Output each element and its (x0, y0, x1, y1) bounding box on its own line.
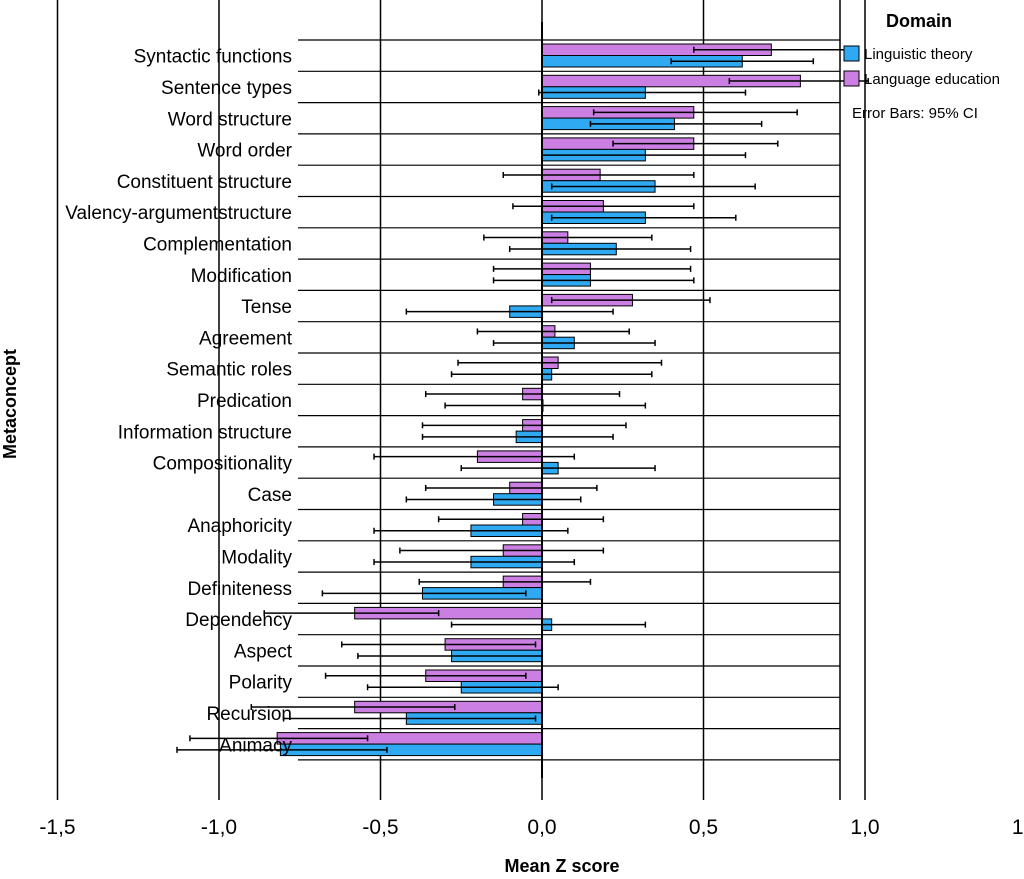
x-tick-labels: -1,5 -1,0 -0,5 0,0 0,5 1,0 1,5 (39, 816, 1024, 839)
category-label-10: Semantic roles (166, 360, 292, 381)
legend-label-linguistic-theory: Linguistic theory (864, 46, 973, 63)
category-label-5: Valency-argumentstructure (65, 203, 292, 224)
category-label-15: Anaphoricity (187, 516, 292, 537)
legend-label-language-education: Language education (864, 71, 1000, 88)
error-bars-layer (176, 46, 869, 753)
gridlines (56, 0, 866, 800)
x-tick-label-0: -1,5 (39, 816, 75, 839)
category-label-18: Dependency (185, 610, 292, 631)
x-axis-title: Mean Z score (504, 856, 619, 876)
bars-layer (276, 43, 801, 757)
category-label-2: Word structure (168, 109, 292, 130)
x-tick-label-6: 1,5 (1012, 816, 1024, 839)
category-label-13: Compositionality (153, 454, 293, 475)
category-label-14: Case (248, 485, 292, 506)
category-label-16: Modality (221, 547, 292, 568)
category-label-8: Tense (241, 297, 292, 318)
category-label-19: Aspect (234, 641, 293, 662)
category-label-6: Complementation (143, 234, 292, 255)
legend: Domain Linguistic theory Language educat… (843, 11, 1000, 122)
x-tick-label-4: 0,5 (689, 816, 718, 839)
legend-swatch-language-education (843, 70, 860, 87)
x-tick-label-3: 0,0 (527, 816, 556, 839)
category-label-7: Modification (191, 266, 292, 287)
category-label-21: Recursion (206, 704, 292, 725)
legend-title: Domain (886, 11, 952, 31)
x-tick-label-5: 1,0 (850, 816, 879, 839)
y-axis-title: Metaconcept (0, 349, 20, 459)
legend-note-error-bars: Error Bars: 95% CI (852, 105, 978, 122)
category-label-22: Animacy (219, 735, 292, 756)
category-label-9: Agreement (199, 328, 293, 349)
category-label-11: Predication (197, 391, 292, 412)
category-label-1: Sentence types (161, 78, 292, 99)
x-tick-label-2: -0,5 (362, 816, 398, 839)
legend-swatch-linguistic-theory (843, 45, 860, 62)
category-label-17: Definiteness (187, 579, 292, 600)
category-label-4: Constituent structure (117, 172, 292, 193)
category-label-3: Word order (197, 141, 292, 162)
category-label-12: Information structure (118, 422, 292, 443)
category-label-0: Syntactic functions (134, 47, 292, 68)
category-labels: Syntactic functions Sentence types Word st… (65, 47, 292, 757)
x-tick-label-1: -1,0 (201, 816, 237, 839)
category-label-20: Polarity (229, 673, 293, 694)
